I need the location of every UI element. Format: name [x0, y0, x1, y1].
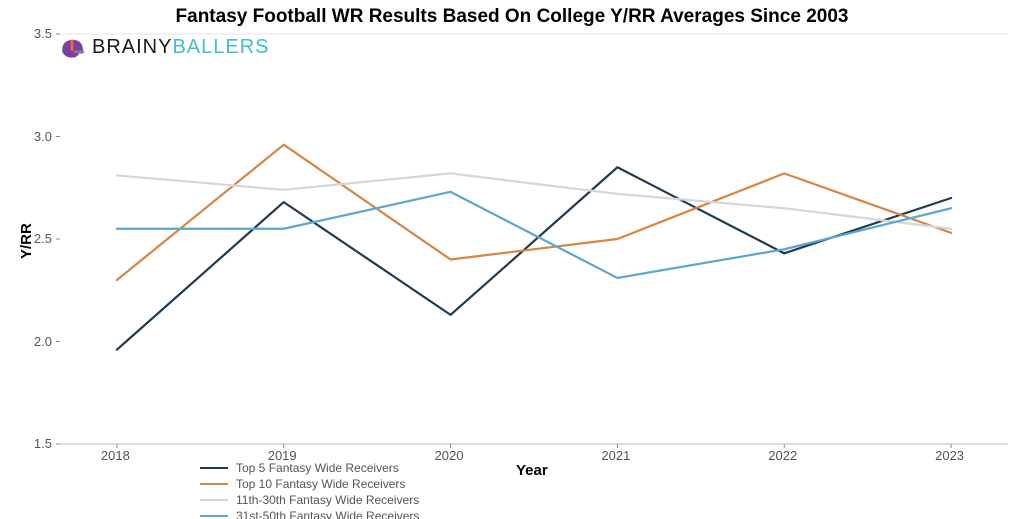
legend-item: 31st-50th Fantasy Wide Receivers [200, 508, 419, 519]
legend-item: Top 5 Fantasy Wide Receivers [200, 460, 419, 476]
x-tick-label: 2023 [935, 448, 964, 463]
legend-swatch [200, 499, 228, 501]
x-tick-label: 2018 [101, 448, 130, 463]
y-tick-label: 2.5 [34, 231, 52, 246]
x-tick-label: 2020 [435, 448, 464, 463]
y-tick-label: 3.5 [34, 26, 52, 41]
x-tick-label: 2019 [268, 448, 297, 463]
legend-label: Top 10 Fantasy Wide Receivers [236, 477, 405, 491]
x-axis-label: Year [516, 462, 548, 479]
legend-label: 31st-50th Fantasy Wide Receivers [236, 509, 419, 519]
chart-svg [0, 0, 1024, 519]
legend-swatch [200, 515, 228, 517]
legend-label: Top 5 Fantasy Wide Receivers [236, 461, 399, 475]
y-tick-label: 3.0 [34, 129, 52, 144]
legend-item: Top 10 Fantasy Wide Receivers [200, 476, 419, 492]
y-tick-label: 2.0 [34, 334, 52, 349]
chart-container: Fantasy Football WR Results Based On Col… [0, 0, 1024, 519]
x-tick-label: 2022 [768, 448, 797, 463]
legend-swatch [200, 483, 228, 485]
y-axis-label: Y/RR [18, 223, 35, 259]
legend-swatch [200, 467, 228, 469]
legend-item: 11th-30th Fantasy Wide Receivers [200, 492, 419, 508]
legend-label: 11th-30th Fantasy Wide Receivers [236, 493, 419, 507]
y-tick-label: 1.5 [34, 436, 52, 451]
legend: Top 5 Fantasy Wide Receivers Top 10 Fanta… [200, 460, 419, 519]
x-tick-label: 2021 [601, 448, 630, 463]
